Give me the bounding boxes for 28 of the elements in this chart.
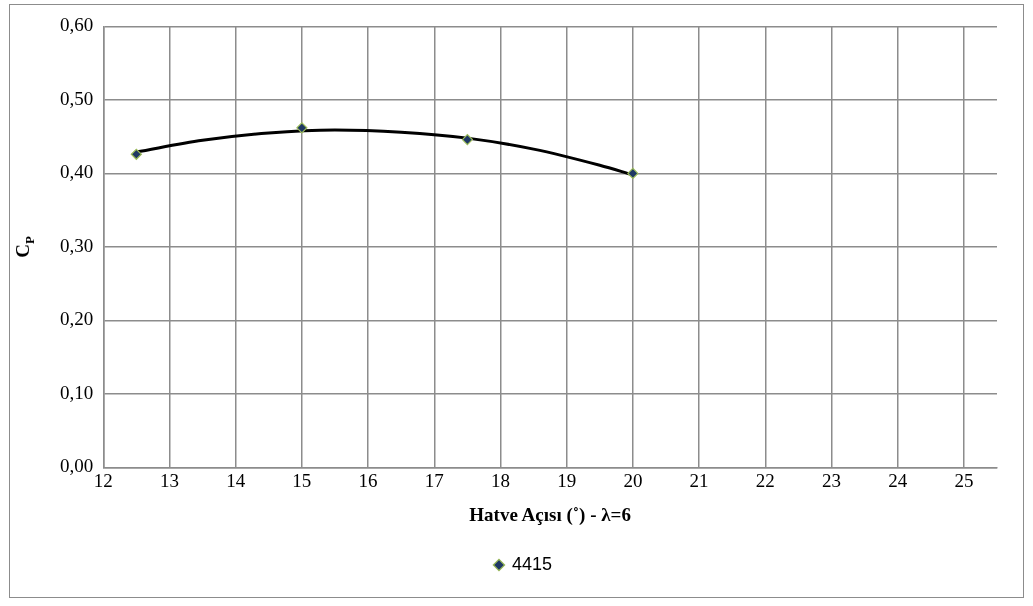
x-tick-label: 17	[424, 469, 444, 491]
point	[130, 148, 142, 160]
legend-label: 4415	[511, 553, 553, 574]
x-tick-label: 14	[226, 469, 246, 491]
x-tick-label: 16	[358, 469, 378, 491]
x-tick-label: 15	[292, 469, 312, 491]
y-tick-label: 0,50	[60, 87, 94, 109]
x-tick-label: 12	[93, 469, 113, 491]
y-tick-label: 0,30	[60, 234, 94, 256]
x-tick-label: 18	[490, 469, 510, 491]
point	[627, 167, 639, 179]
point	[296, 122, 308, 134]
y-tick-label: 0,40	[60, 161, 94, 183]
y-tick-label: 0,00	[60, 455, 94, 477]
x-tick-label: 19	[557, 469, 577, 491]
y-tick-label: 0,60	[60, 14, 94, 36]
x-tick-label: 13	[159, 469, 179, 491]
x-tick-label: 21	[689, 469, 709, 491]
point	[461, 133, 473, 146]
y-axis-title: CP	[12, 236, 38, 258]
x-tick-label: 20	[623, 469, 643, 491]
x-tick-label: 23	[821, 469, 841, 491]
y-tick-label: 0,10	[60, 381, 94, 403]
x-tick-label: 24	[888, 469, 908, 491]
x-tick-label: 22	[755, 469, 775, 491]
x-axis-title: Hatve Açısı (˚) - λ=6	[469, 503, 631, 526]
x-tick-label: 25	[954, 469, 974, 491]
y-tick-label: 0,20	[60, 308, 94, 330]
